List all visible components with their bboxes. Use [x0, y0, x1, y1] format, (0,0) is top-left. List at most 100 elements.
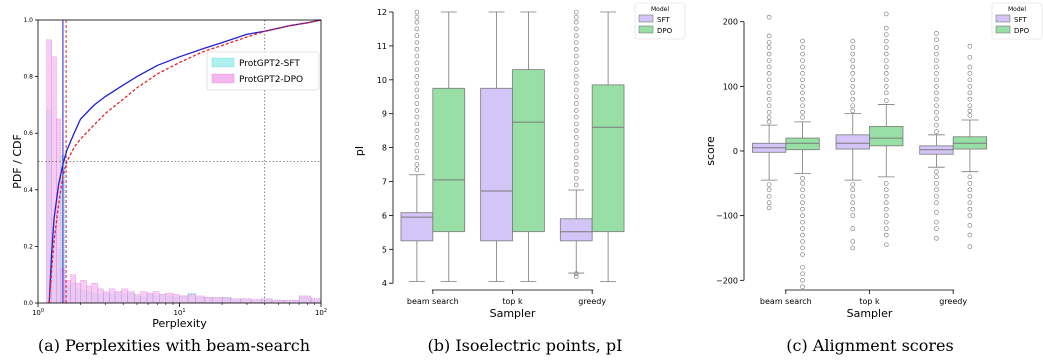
outlier-point: [884, 71, 888, 75]
legend-swatch: [212, 74, 234, 83]
y-tick-label: 4: [382, 279, 387, 288]
outlier-point: [767, 40, 771, 44]
histogram-bar: [159, 295, 165, 303]
outlier-point: [851, 214, 855, 218]
outlier-point: [574, 142, 578, 146]
outlier-point: [574, 95, 578, 99]
legend-label: ProtGPT2-SFT: [239, 59, 300, 69]
outlier-point: [415, 108, 419, 112]
outlier-point: [884, 52, 888, 56]
outlier-point: [968, 44, 972, 48]
outlier-point: [415, 27, 419, 31]
histogram-bar: [284, 300, 299, 303]
outlier-point: [415, 129, 419, 133]
outlier-point: [934, 181, 938, 185]
outlier-point: [767, 120, 771, 124]
caption-isoelectric: (b) Isoelectric points, pI: [355, 336, 695, 355]
outlier-point: [767, 71, 771, 75]
y-tick-label: 7: [382, 178, 387, 187]
outlier-point: [934, 84, 938, 88]
outlier-point: [767, 58, 771, 62]
x-axis-label: Sampler: [847, 307, 893, 320]
outlier-point: [415, 68, 419, 72]
outlier-point: [851, 240, 855, 244]
outlier-point: [851, 84, 855, 88]
outlier-point: [767, 15, 771, 19]
outlier-point: [574, 176, 578, 180]
outlier-point: [574, 122, 578, 126]
outlier-point: [968, 91, 972, 95]
outlier-point: [415, 88, 419, 92]
y-tick-label: 11: [377, 42, 387, 51]
outlier-point: [767, 65, 771, 69]
legend-label: DPO: [657, 27, 673, 35]
box-body: [560, 219, 592, 241]
outlier-point: [934, 38, 938, 42]
outlier-point: [415, 168, 419, 172]
outlier-point: [574, 115, 578, 119]
outlier-point: [801, 110, 805, 114]
box-dpo: [786, 39, 819, 289]
histogram-bar: [204, 297, 212, 303]
outlier-point: [934, 175, 938, 179]
outlier-point: [801, 233, 805, 237]
outlier-point: [851, 97, 855, 101]
outlier-point: [851, 39, 855, 43]
outlier-point: [767, 34, 771, 38]
y-tick-label: 0: [733, 147, 738, 156]
outlier-point: [415, 122, 419, 126]
outlier-point: [934, 170, 938, 174]
outlier-point: [884, 233, 888, 237]
y-tick-label: 9: [382, 110, 387, 119]
outlier-point: [801, 104, 805, 108]
panel-isoelectric: 4 5 6 7 8 9 10 11 12 beam search top k greedy Sample…: [345, 0, 695, 336]
outlier-point: [934, 227, 938, 231]
histogram-bar: [140, 292, 147, 303]
outlier-point: [574, 169, 578, 173]
y-tick-label: 0.8: [23, 74, 33, 81]
x-tick-label: greedy: [939, 297, 967, 306]
outlier-point: [968, 223, 972, 227]
box-dpo: [592, 12, 624, 282]
outlier-point: [574, 10, 578, 14]
histogram-bar: [262, 299, 272, 303]
x-axis-label: Sampler: [490, 307, 536, 320]
outlier-point: [884, 12, 888, 16]
outlier-point: [968, 97, 972, 101]
outlier-point: [968, 55, 972, 59]
histogram-bar: [109, 289, 115, 303]
outlier-point: [968, 104, 972, 108]
outlier-point: [884, 33, 888, 37]
outlier-point: [968, 207, 972, 211]
y-axis-label: score: [704, 136, 717, 166]
box-body: [836, 135, 869, 149]
outlier-point: [968, 109, 972, 113]
outlier-point: [767, 194, 771, 198]
x-tick-label: top k: [859, 297, 880, 306]
outlier-point: [574, 108, 578, 112]
outlier-point: [574, 47, 578, 51]
y-tick-label: −100: [716, 212, 738, 221]
outlier-point: [801, 220, 805, 224]
outlier-point: [767, 201, 771, 205]
outlier-point: [574, 27, 578, 31]
outlier-point: [934, 91, 938, 95]
outlier-point: [934, 65, 938, 69]
outlier-point: [851, 246, 855, 250]
outlier-point: [851, 188, 855, 192]
histogram-bar: [188, 295, 196, 303]
outlier-point: [934, 78, 938, 82]
outlier-point: [415, 34, 419, 38]
histogram-bar: [128, 292, 135, 303]
outlier-point: [801, 188, 805, 192]
histogram-bar: [86, 286, 91, 303]
outlier-point: [767, 52, 771, 56]
y-axis-label: PDF / CDF: [11, 134, 24, 189]
outlier-point: [801, 71, 805, 75]
outlier-point: [884, 46, 888, 50]
histogram-bar: [71, 275, 76, 303]
outlier-point: [851, 52, 855, 56]
alignment-boxplot-chart: −200−1000100200beam search top k greedySam…: [695, 0, 1043, 336]
x-tick-label: 100: [32, 308, 44, 317]
outlier-point: [574, 34, 578, 38]
